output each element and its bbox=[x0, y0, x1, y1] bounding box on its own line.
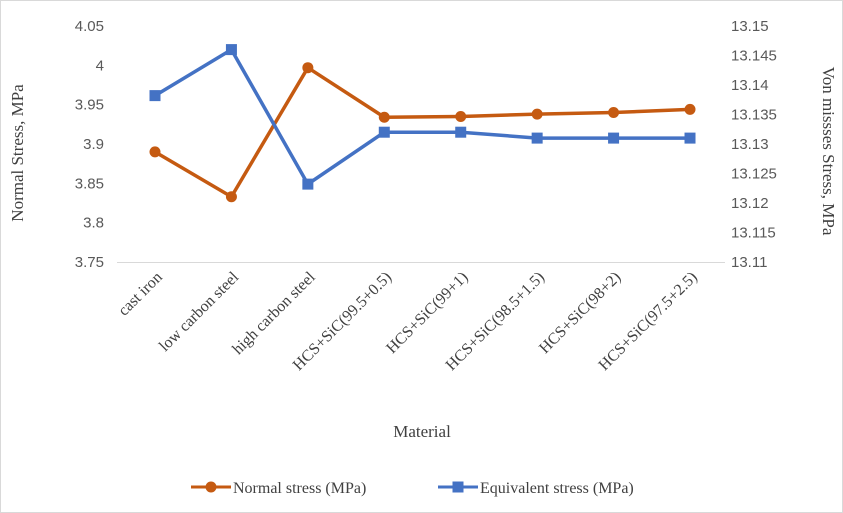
right-tick-label: 13.14 bbox=[731, 77, 769, 94]
legend-label: Normal stress (MPa) bbox=[233, 480, 366, 497]
normal-stress-point bbox=[608, 107, 620, 119]
series-layer bbox=[149, 44, 696, 203]
equivalent-stress-point bbox=[378, 126, 390, 138]
normal-stress-point bbox=[455, 110, 467, 122]
left-tick-label: 3.8 bbox=[83, 215, 104, 232]
right-tick-label: 13.11 bbox=[731, 254, 767, 271]
left-tick-label: 3.95 bbox=[75, 97, 104, 114]
equivalent-stress-point bbox=[225, 44, 237, 56]
equivalent-stress-point bbox=[531, 132, 543, 144]
right-tick-label: 13.125 bbox=[731, 166, 777, 183]
left-tick-label: 4.05 bbox=[75, 18, 104, 35]
category-label: cast iron bbox=[115, 269, 166, 320]
normal-stress-point bbox=[302, 62, 314, 74]
right-tick-label: 13.135 bbox=[731, 107, 777, 124]
right-tick-label: 13.115 bbox=[731, 225, 776, 242]
left-axis-ticks: 4.05 4 3.95 3.9 3.85 3.8 3.75 bbox=[75, 18, 104, 271]
normal-stress-point bbox=[684, 103, 696, 115]
legend-circle-marker bbox=[205, 481, 217, 493]
legend-label: Equivalent stress (MPa) bbox=[480, 480, 634, 497]
equivalent-stress-point bbox=[302, 178, 314, 190]
right-tick-label: 13.145 bbox=[731, 48, 777, 65]
right-tick-label: 13.15 bbox=[731, 18, 769, 35]
series-line-normal-stress bbox=[153, 65, 692, 199]
left-tick-label: 4 bbox=[96, 57, 104, 74]
normal-stress-point bbox=[225, 191, 237, 203]
equivalent-stress-point bbox=[149, 90, 161, 102]
category-label: HCS+SiC(98+2) bbox=[536, 269, 624, 357]
right-axis-ticks: 13.15 13.145 13.14 13.135 13.13 13.125 13.12 13… bbox=[731, 18, 777, 271]
left-tick-label: 3.85 bbox=[75, 175, 104, 192]
series-line-equivalent-stress bbox=[153, 47, 692, 186]
equivalent-stress-point bbox=[684, 132, 696, 144]
right-axis-title: Von missses Stress, MPa bbox=[819, 67, 838, 236]
normal-stress-point bbox=[531, 108, 543, 120]
category-label: high carbon steel bbox=[229, 268, 319, 358]
normal-stress-point bbox=[149, 146, 161, 158]
x-axis-title: Material bbox=[393, 422, 451, 441]
normal-stress-point bbox=[378, 111, 390, 123]
left-tick-label: 3.9 bbox=[83, 136, 104, 153]
left-axis-title: Normal Stress, MPa bbox=[8, 84, 27, 222]
legend-square-marker bbox=[452, 481, 464, 493]
equivalent-stress-point bbox=[455, 126, 467, 138]
legend: Normal stress (MPa) Equivalent stress (MP… bbox=[191, 480, 634, 497]
category-label: low carbon steel bbox=[156, 268, 243, 355]
right-tick-label: 13.13 bbox=[731, 136, 769, 153]
left-tick-label: 3.75 bbox=[75, 254, 104, 271]
equivalent-stress-point bbox=[608, 132, 620, 144]
category-label: HCS+SiC(99+1) bbox=[383, 269, 471, 357]
right-tick-label: 13.12 bbox=[731, 195, 769, 212]
